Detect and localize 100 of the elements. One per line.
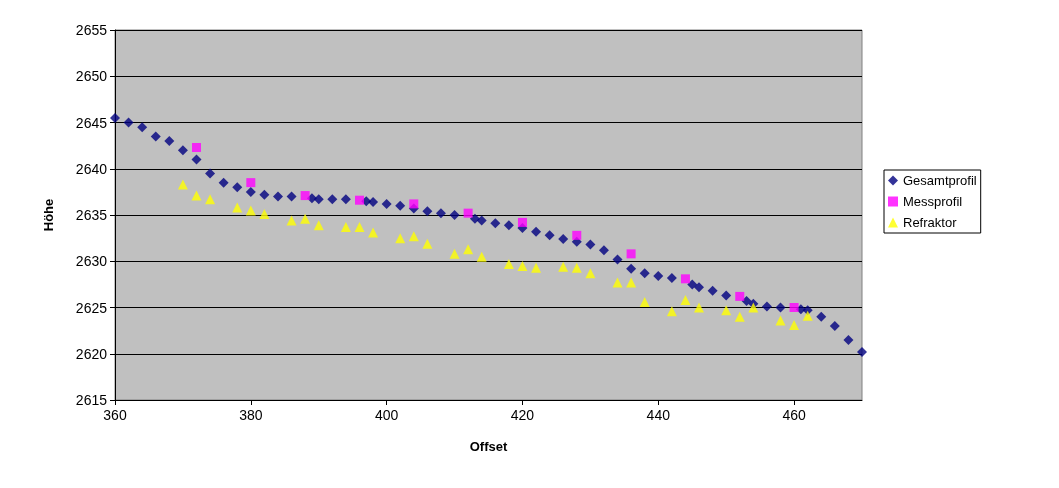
point xyxy=(748,302,759,313)
point xyxy=(653,271,664,282)
point xyxy=(422,238,433,249)
point xyxy=(327,194,338,205)
point xyxy=(313,194,324,205)
point xyxy=(191,142,201,152)
point xyxy=(205,168,216,179)
y-tick-label: 2625 xyxy=(75,299,108,316)
point xyxy=(435,208,446,219)
point xyxy=(666,306,677,317)
point xyxy=(572,230,582,240)
x-tick-label: 420 xyxy=(510,407,535,423)
point xyxy=(245,205,256,216)
point xyxy=(191,154,202,165)
point xyxy=(680,274,690,284)
point xyxy=(503,259,514,270)
point xyxy=(476,215,487,226)
point xyxy=(503,220,514,231)
point xyxy=(558,261,569,272)
x-tick-label: 460 xyxy=(782,407,806,423)
point xyxy=(687,279,698,290)
point xyxy=(626,249,636,259)
point xyxy=(775,315,786,326)
point xyxy=(789,320,800,331)
y-tick-label: 2650 xyxy=(75,68,108,85)
point xyxy=(395,200,406,211)
point xyxy=(395,233,406,244)
y-tick-label: 2645 xyxy=(75,114,108,131)
point xyxy=(843,334,854,345)
point xyxy=(761,301,772,312)
point xyxy=(531,226,542,237)
point xyxy=(313,220,324,231)
point xyxy=(354,195,364,205)
point xyxy=(381,198,392,209)
x-axis-title: Offset xyxy=(469,439,508,454)
point xyxy=(259,189,270,200)
point xyxy=(721,290,732,301)
y-axis-title: Höhe xyxy=(41,198,56,232)
point xyxy=(286,191,297,202)
point xyxy=(735,291,745,301)
point xyxy=(612,254,623,265)
point xyxy=(639,268,650,279)
point xyxy=(612,277,623,288)
point xyxy=(585,268,596,279)
point xyxy=(245,186,256,197)
point xyxy=(232,182,243,193)
point xyxy=(150,131,161,142)
point xyxy=(775,302,786,313)
point xyxy=(246,178,256,188)
point xyxy=(300,191,310,201)
point xyxy=(476,251,487,262)
point xyxy=(598,245,609,256)
point xyxy=(191,190,202,201)
point xyxy=(829,321,840,331)
point xyxy=(449,248,460,259)
point xyxy=(463,208,473,218)
point xyxy=(857,346,867,357)
point xyxy=(571,262,582,273)
point xyxy=(449,210,460,220)
point xyxy=(300,213,311,224)
point xyxy=(218,177,229,188)
point xyxy=(205,194,216,205)
legend-label: Gesamtprofil xyxy=(903,173,977,188)
point xyxy=(626,263,637,274)
point xyxy=(680,295,691,306)
point xyxy=(137,122,148,133)
point xyxy=(340,222,351,233)
point xyxy=(666,272,677,283)
point xyxy=(259,209,270,220)
point xyxy=(721,305,732,316)
point xyxy=(531,262,542,273)
point xyxy=(694,282,705,293)
y-tick-label: 2635 xyxy=(75,207,108,223)
x-tick-label: 400 xyxy=(374,407,399,423)
point xyxy=(517,260,528,271)
point xyxy=(409,199,419,209)
point xyxy=(368,197,379,208)
point xyxy=(816,311,827,322)
point xyxy=(422,206,433,217)
point xyxy=(626,277,637,288)
point xyxy=(408,231,419,242)
point xyxy=(585,239,596,250)
point xyxy=(802,310,813,321)
point xyxy=(177,179,188,190)
point xyxy=(789,303,799,312)
point xyxy=(286,215,297,226)
point xyxy=(639,296,650,307)
y-tick-label: 2615 xyxy=(75,392,108,408)
point xyxy=(707,285,718,296)
point xyxy=(368,227,379,238)
legend-label: Messprofil xyxy=(903,194,963,209)
point xyxy=(340,194,351,205)
point xyxy=(354,222,365,233)
point xyxy=(558,234,569,245)
point xyxy=(741,296,752,307)
x-tick-label: 380 xyxy=(239,407,263,423)
x-tick-label: 360 xyxy=(103,407,127,423)
point xyxy=(123,117,134,128)
point xyxy=(272,191,283,202)
y-tick-label: 2620 xyxy=(75,345,108,362)
